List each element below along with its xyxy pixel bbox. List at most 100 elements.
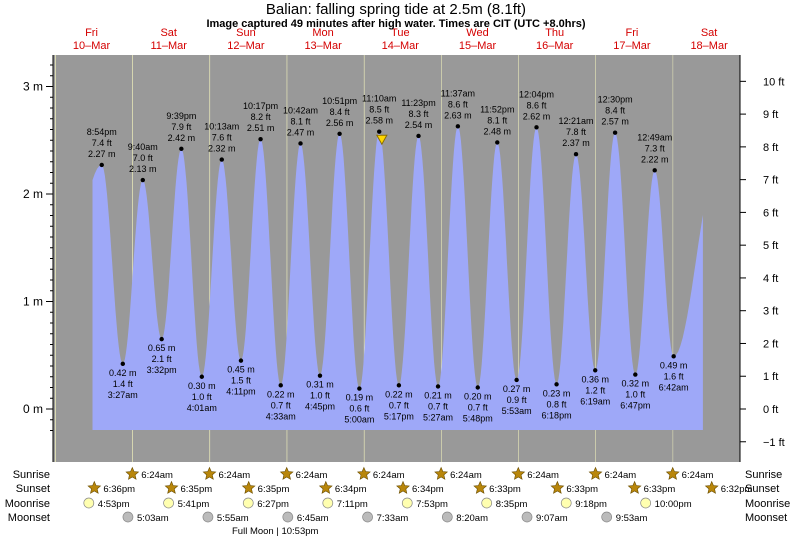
sun-icon: [202, 466, 217, 480]
tide-point: [179, 146, 184, 152]
tide-ft-label: 1.0 ft: [310, 391, 331, 401]
moon-icon: [481, 497, 493, 509]
tide-m-label: 2.56 m: [326, 118, 354, 128]
tide-m-label: 2.63 m: [444, 110, 472, 120]
day-date-label: 10–Mar: [73, 40, 111, 52]
sun-icon: [511, 466, 526, 480]
tide-m-label: 2.37 m: [562, 138, 590, 148]
tide-m-label: 2.42 m: [168, 133, 196, 143]
tide-time-label: 5:00am: [344, 415, 374, 425]
tide-m-label: 0.42 m: [109, 368, 137, 378]
tide-time-label: 11:10am: [362, 94, 396, 104]
tide-m-label: 0.30 m: [188, 381, 216, 391]
tide-m-label: 2.58 m: [365, 116, 393, 126]
tide-point: [337, 131, 342, 136]
tide-point: [573, 152, 579, 157]
tide-ft-label: 0.7 ft: [468, 403, 489, 413]
sun-icon: [434, 466, 449, 480]
moonset-time-label: 9:07am: [536, 513, 568, 524]
sunrise-time-label: 6:24am: [604, 470, 636, 481]
tide-point: [396, 383, 402, 388]
day-date-label: 15–Mar: [459, 40, 497, 52]
chart-title: Balian: falling spring tide at 2.5m (8.1…: [266, 1, 526, 18]
day-name-label: Wed: [466, 27, 488, 39]
tide-m-label: 2.57 m: [601, 117, 629, 127]
row-label-right: Sunrise: [745, 469, 782, 481]
moonrise-time-label: 8:35pm: [496, 499, 528, 510]
tide-time-label: 8:54pm: [87, 127, 117, 137]
day-date-label: 16–Mar: [536, 40, 574, 52]
tide-point: [475, 385, 480, 390]
sun-icon: [318, 480, 333, 494]
tide-m-label: 2.48 m: [484, 126, 512, 136]
moon-phase-label: Full Moon | 10:53pm: [232, 526, 319, 537]
left-tick-label: 1 m: [23, 295, 43, 309]
tide-point: [514, 377, 519, 383]
tide-m-label: 2.51 m: [247, 123, 275, 133]
tide-point: [159, 336, 164, 342]
tide-ft-label: 1.2 ft: [585, 385, 606, 395]
tide-time-label: 11:37am: [441, 88, 475, 98]
sun-icon: [473, 480, 488, 494]
sunset-time-label: 6:33pm: [566, 484, 598, 495]
day-name-label: Fri: [85, 27, 98, 39]
tide-m-label: 2.47 m: [287, 127, 315, 137]
tide-m-label: 0.20 m: [464, 392, 492, 402]
tide-ft-label: 8.4 ft: [605, 106, 626, 116]
day-date-label: 14–Mar: [382, 40, 420, 52]
tide-ft-label: 0.6 ft: [349, 404, 370, 414]
tide-point: [99, 162, 104, 168]
day-date-label: 11–Mar: [150, 40, 187, 52]
sunset-time-label: 6:34pm: [412, 484, 444, 495]
sun-icon: [279, 466, 294, 480]
tide-time-label: 3:27am: [108, 390, 138, 400]
moon-icon: [202, 511, 214, 523]
day-name-label: Sat: [160, 27, 177, 39]
tide-point: [238, 358, 244, 363]
sun-icon: [396, 480, 410, 494]
sun-icon: [87, 480, 102, 494]
axes: 0 m 1 m 2 m 3 m −1 ft 0 ft 1 ft 2 ft 3 ft 4 ft 5 f…: [23, 27, 785, 462]
astronomy-events: Sunrise Sunrise 6:24am 6:24am 6:24am 6:24am 6:…: [5, 466, 790, 537]
tide-point: [377, 129, 382, 134]
tide-time-label: 6:18pm: [542, 410, 572, 420]
tide-point: [357, 386, 362, 391]
tide-time-label: 9:40am: [128, 142, 158, 152]
left-tick-label: 3 m: [23, 80, 43, 94]
current-level-marker: [375, 134, 388, 146]
tide-time-label: 6:47pm: [620, 401, 650, 411]
sun-icon: [125, 466, 140, 480]
moon-icon: [163, 497, 174, 509]
right-tick-label: 6 ft: [763, 207, 778, 219]
sunrise-time-label: 6:24am: [373, 470, 405, 481]
tide-point: [455, 124, 461, 129]
moon-icon: [601, 511, 613, 523]
tide-time-label: 12:49am: [637, 132, 672, 142]
moon-icon: [362, 511, 373, 523]
row-label-left: Sunrise: [13, 469, 50, 481]
moon-icon: [122, 511, 134, 523]
moonrise-time-label: 5:41pm: [178, 499, 210, 510]
sunset-time-label: 6:32pm: [721, 484, 753, 495]
moon-icon: [401, 497, 413, 509]
sunset-time-label: 6:33pm: [644, 484, 676, 495]
tide-point: [219, 157, 224, 162]
tide-ft-label: 0.9 ft: [507, 395, 528, 405]
tide-point: [652, 168, 657, 173]
tide-point: [671, 354, 676, 359]
sun-icon: [550, 480, 565, 494]
moonrise-time-label: 6:27pm: [257, 499, 289, 510]
tide-ft-label: 8.6 ft: [448, 99, 469, 109]
tide-time-label: 11:23pm: [401, 98, 435, 108]
tide-m-label: 0.65 m: [148, 343, 176, 353]
tide-point: [435, 384, 441, 389]
tide-m-label: 2.32 m: [208, 144, 236, 154]
tide-time-label: 12:04pm: [519, 89, 554, 99]
sun-icon: [164, 480, 179, 494]
moonrise-time-label: 9:18pm: [575, 499, 607, 510]
tide-time-label: 10:51pm: [322, 96, 357, 106]
sunset-time-label: 6:34pm: [335, 484, 367, 495]
row-label-right: Sunset: [745, 483, 779, 495]
right-tick-label: 1 ft: [763, 371, 778, 383]
moonset-time-label: 7:33am: [377, 513, 409, 524]
